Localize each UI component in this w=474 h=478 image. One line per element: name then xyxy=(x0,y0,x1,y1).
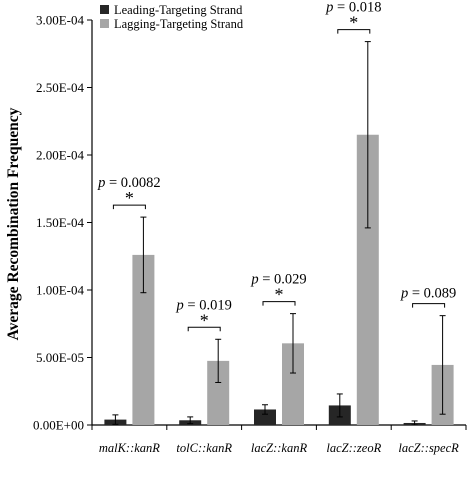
bar-lagging-strand xyxy=(207,360,230,425)
p-value-number: = 0.089 xyxy=(408,286,456,302)
x-category-label: lacZ::zeoR xyxy=(326,441,381,455)
x-category-label: tolC::kanR xyxy=(176,441,232,455)
y-axis-label: Average Recombination Frequency xyxy=(5,107,22,340)
error-bars xyxy=(112,41,446,426)
p-value-label: p = 0.019 xyxy=(176,297,232,313)
y-tick-label: 2.00E-04 xyxy=(36,148,85,163)
legend-swatch xyxy=(100,19,109,28)
significance-star: * xyxy=(349,13,358,33)
significance-annotations: *p = 0.0082*p = 0.019*p = 0.029*p = 0.01… xyxy=(97,0,456,332)
y-tick-label: 0.00E+00 xyxy=(33,418,84,433)
p-value-label: p = 0.018 xyxy=(325,0,381,16)
x-category-label: lacZ::kanR xyxy=(251,441,308,455)
p-value-label: p = 0.0082 xyxy=(97,175,161,191)
p-value-number: = 0.029 xyxy=(259,272,307,288)
p-value-symbol: p xyxy=(250,272,258,288)
significance-bracket xyxy=(262,301,296,306)
y-tick-label: 2.50E-04 xyxy=(36,80,85,95)
bar-leading-strand xyxy=(254,409,276,425)
x-category-label: malK::kanR xyxy=(99,441,160,455)
p-value-label: p = 0.089 xyxy=(400,286,456,302)
x-category-label: lacZ::specR xyxy=(398,441,459,455)
y-tick-label: 1.50E-04 xyxy=(36,215,85,230)
axes: 0.00E+00 5.00E-05 1.00E-04 1.50E-04 2.00E-04… xyxy=(33,13,467,455)
legend-label: Leading-Targeting Strand xyxy=(114,3,243,17)
p-value-label: p = 0.029 xyxy=(250,272,306,288)
significance-star: * xyxy=(275,285,284,305)
p-value-number: = 0.0082 xyxy=(105,175,160,191)
bar-lagging-strand xyxy=(132,254,155,425)
y-tick-label: 3.00E-04 xyxy=(36,13,85,28)
p-value-symbol: p xyxy=(325,0,333,16)
significance-bracket xyxy=(337,29,371,34)
significance-star: * xyxy=(125,188,134,208)
p-value-number: = 0.019 xyxy=(184,297,232,313)
significance-star: * xyxy=(200,310,209,330)
bar-lagging-strand xyxy=(356,134,379,425)
y-tick-label: 5.00E-05 xyxy=(36,350,84,365)
p-value-number: = 0.018 xyxy=(333,0,381,16)
p-value-symbol: p xyxy=(400,286,408,302)
legend-swatch xyxy=(100,5,109,14)
significance-bracket xyxy=(412,303,446,308)
p-value-symbol: p xyxy=(176,297,184,313)
y-tick-label: 1.00E-04 xyxy=(36,283,85,298)
legend: Leading-Targeting StrandLagging-Targetin… xyxy=(100,3,244,31)
significance-bracket xyxy=(187,326,221,332)
significance-bracket xyxy=(112,204,146,210)
bar-lagging-strand xyxy=(282,343,304,425)
legend-label: Lagging-Targeting Strand xyxy=(114,17,244,31)
p-value-symbol: p xyxy=(97,175,105,191)
